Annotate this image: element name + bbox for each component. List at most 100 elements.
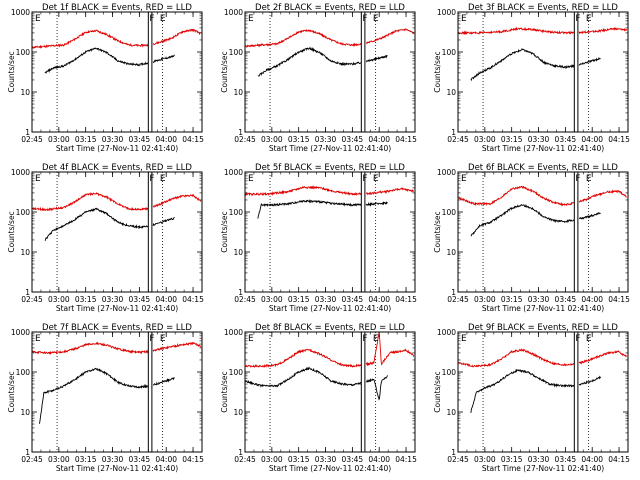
x-tick-label: 04:15 — [182, 295, 204, 304]
x-tick-label: 02:45 — [21, 455, 43, 464]
x-axis-label: Start Time (27-Nov-11 02:41:40) — [269, 144, 391, 153]
x-tick-label: 03:15 — [288, 295, 310, 304]
plot-frame — [244, 11, 416, 133]
lld-series-line — [457, 26, 628, 36]
flag-label: F — [149, 174, 154, 184]
flag-label: E — [248, 14, 254, 24]
x-tick-label: 03:15 — [75, 135, 97, 144]
x-tick-label: 03:00 — [474, 455, 496, 464]
x-tick-label: 03:45 — [129, 455, 151, 464]
x-tick-label: 03:45 — [555, 135, 577, 144]
chart-title: Det 5f BLACK = Events, RED = LLD — [255, 163, 405, 173]
plot-frame — [31, 331, 203, 453]
x-axis-label: Start Time (27-Nov-11 02:41:40) — [269, 304, 391, 313]
x-axis-label: Start Time (27-Nov-11 02:41:40) — [56, 464, 178, 473]
y-axis-label: Counts/sec — [7, 51, 16, 92]
x-tick-label: 03:30 — [315, 295, 337, 304]
lld-series-line — [31, 28, 201, 49]
y-tick-label: 1 — [25, 288, 30, 297]
x-tick-label: 03:45 — [129, 135, 151, 144]
events-series-line — [39, 367, 175, 424]
flag-label: E — [461, 334, 467, 344]
x-tick-label: 03:45 — [555, 295, 577, 304]
x-tick-label: 03:45 — [342, 135, 364, 144]
x-tick-label: 03:30 — [102, 135, 124, 144]
x-tick-label: 04:00 — [155, 135, 177, 144]
x-tick-label: 03:00 — [48, 295, 70, 304]
x-tick-label: 04:15 — [182, 455, 204, 464]
y-tick-label: 100 — [229, 368, 244, 377]
x-tick-label: 03:00 — [48, 455, 70, 464]
x-tick-label: 03:30 — [315, 455, 337, 464]
flag-label: F — [575, 174, 580, 184]
chart-title: Det 4f BLACK = Events, RED = LLD — [42, 163, 192, 173]
x-tick-label: 03:00 — [48, 135, 70, 144]
x-tick-label: 03:15 — [75, 295, 97, 304]
x-tick-label: 03:30 — [102, 455, 124, 464]
y-tick-label: 1000 — [224, 168, 243, 177]
events-series-line — [470, 368, 602, 413]
x-tick-label: 03:45 — [342, 295, 364, 304]
y-tick-label: 100 — [16, 368, 31, 377]
x-tick-label: 04:15 — [395, 455, 417, 464]
y-tick-label: 1 — [451, 128, 456, 137]
lld-series-line — [244, 185, 414, 197]
y-axis-label: Counts/sec — [7, 371, 16, 412]
x-tick-label: 04:15 — [608, 135, 630, 144]
y-axis-label: Counts/sec — [433, 371, 442, 412]
x-tick-label: 04:00 — [581, 455, 603, 464]
events-series-line — [257, 46, 388, 77]
lld-series-line — [457, 348, 628, 368]
flag-label: E — [373, 334, 379, 344]
y-axis-label: Counts/sec — [433, 211, 442, 252]
y-axis-label: Counts/sec — [220, 51, 229, 92]
x-tick-label: 04:00 — [581, 295, 603, 304]
flag-label: E — [373, 14, 379, 24]
y-tick-label: 100 — [442, 208, 457, 217]
y-tick-label: 1000 — [224, 8, 243, 17]
y-tick-label: 1000 — [224, 328, 243, 337]
x-tick-label: 02:45 — [447, 455, 469, 464]
x-tick-label: 03:15 — [501, 455, 523, 464]
lld-series-line — [457, 185, 627, 207]
x-tick-label: 02:45 — [234, 135, 256, 144]
plot-frame — [244, 171, 416, 293]
y-tick-label: 10 — [446, 248, 456, 257]
x-tick-label: 03:30 — [315, 135, 337, 144]
flag-label: E — [586, 14, 592, 24]
events-series-line — [470, 48, 601, 82]
y-axis-label: Counts/sec — [7, 211, 16, 252]
flag-label: E — [160, 334, 166, 344]
x-tick-label: 04:15 — [608, 455, 630, 464]
x-tick-label: 04:00 — [581, 135, 603, 144]
flag-label: E — [35, 334, 41, 344]
chart-title: Det 1f BLACK = Events, RED = LLD — [42, 3, 192, 13]
y-tick-label: 1 — [25, 128, 30, 137]
x-tick-label: 03:15 — [501, 135, 523, 144]
x-axis-label: Start Time (27-Nov-11 02:41:40) — [482, 144, 604, 153]
x-tick-label: 03:15 — [288, 455, 310, 464]
x-tick-label: 03:30 — [528, 295, 550, 304]
x-tick-label: 04:00 — [155, 295, 177, 304]
x-tick-label: 03:45 — [129, 295, 151, 304]
y-tick-label: 10 — [233, 408, 243, 417]
y-tick-label: 100 — [229, 208, 244, 217]
x-tick-label: 03:30 — [102, 295, 124, 304]
y-tick-label: 100 — [229, 48, 244, 57]
y-tick-label: 100 — [16, 48, 31, 57]
plot-frame — [457, 331, 629, 453]
chart-title: Det 9f BLACK = Events, RED = LLD — [468, 323, 618, 333]
y-tick-label: 100 — [442, 368, 457, 377]
flag-label: E — [586, 174, 592, 184]
flag-label: F — [362, 334, 367, 344]
chart-title: Det 3f BLACK = Events, RED = LLD — [468, 3, 618, 13]
events-series-line — [244, 366, 388, 401]
y-tick-label: 10 — [446, 88, 456, 97]
y-tick-label: 10 — [20, 408, 30, 417]
